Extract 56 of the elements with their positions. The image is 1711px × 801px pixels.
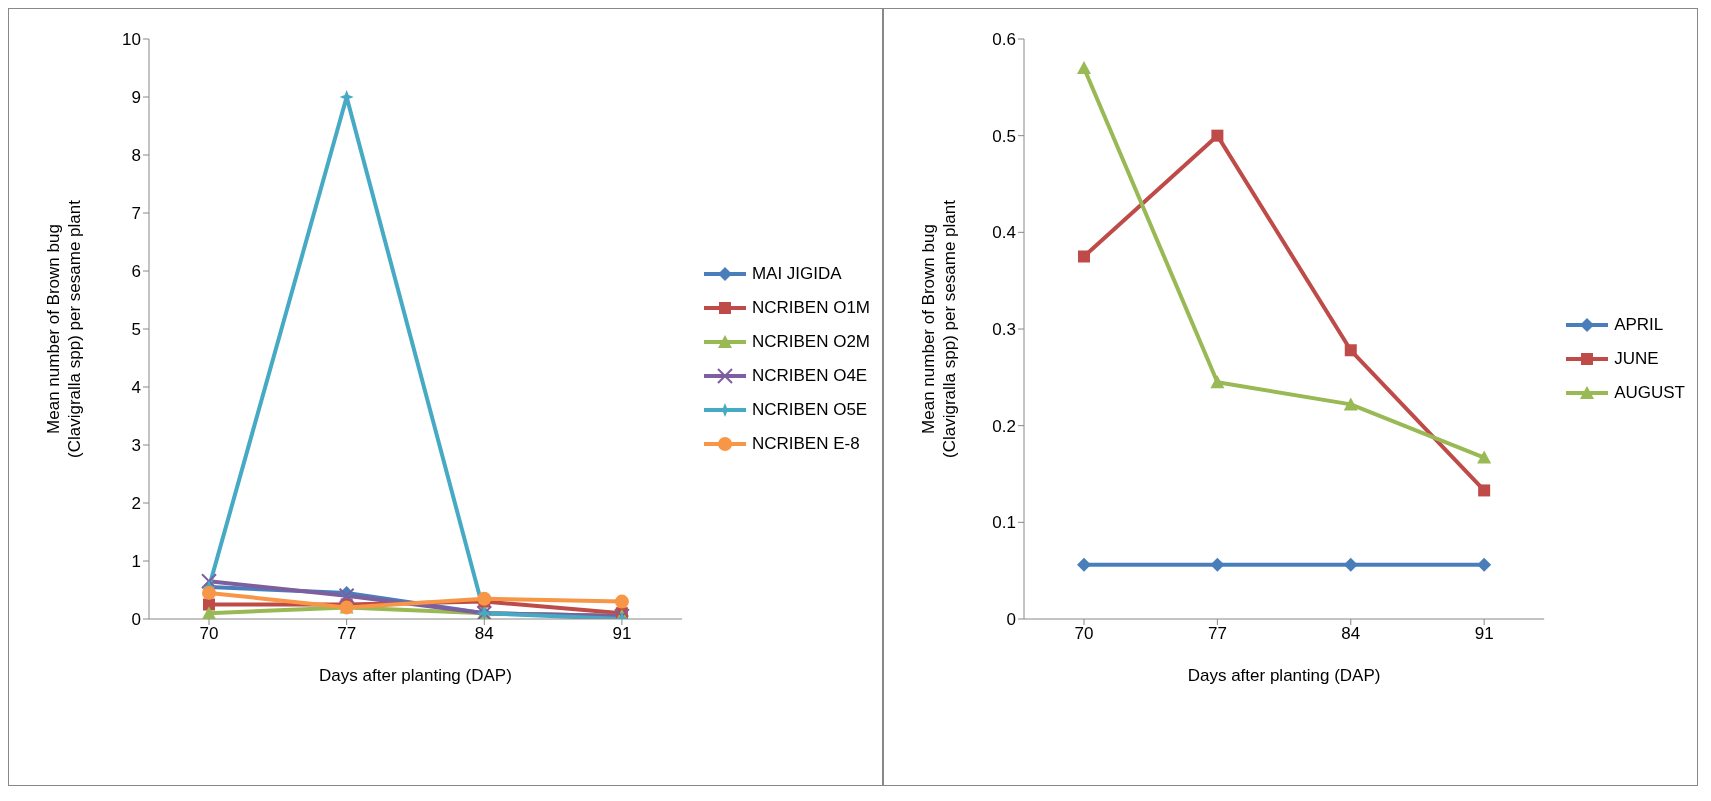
point <box>1344 344 1357 357</box>
y-axis-title: Mean number of Brown bug (Clavigralla spp) per sesame plant <box>44 199 84 458</box>
y-tick-label: 0 <box>131 610 141 630</box>
point <box>1078 250 1090 263</box>
y-tick-label: 6 <box>131 262 141 282</box>
x-axis-title: Days after planting (DAP) <box>1187 666 1381 686</box>
point <box>1211 129 1224 142</box>
x-tick-label: 84 <box>474 624 494 644</box>
point <box>1478 484 1491 497</box>
legend-label: JUNE <box>1614 349 1659 369</box>
x-tick-label: 77 <box>1207 624 1227 644</box>
x-tick-label: 91 <box>1474 624 1494 644</box>
point <box>1477 450 1492 464</box>
point <box>1477 557 1492 572</box>
point <box>201 573 217 590</box>
y-tick-label: 0.1 <box>992 513 1016 533</box>
point <box>202 585 216 600</box>
x-tick-label: 70 <box>1074 624 1094 644</box>
y-tick-label: 10 <box>122 30 141 50</box>
y-tick-label: 3 <box>131 436 141 456</box>
point <box>1210 375 1225 389</box>
y-tick-label: 0.4 <box>992 223 1016 243</box>
legend-label: NCRIBEN O1M <box>751 298 870 318</box>
y-tick-label: 0.3 <box>992 320 1016 340</box>
y-tick-label: 0.6 <box>992 30 1016 50</box>
y-tick-label: 8 <box>131 146 141 166</box>
y-tick-label: 0.2 <box>992 416 1016 436</box>
legend-label: NCRIBEN O5E <box>751 400 868 420</box>
point <box>338 587 355 604</box>
y-axis-title: Mean number of Brown bug (Clavigralla spp) per sesame plant <box>919 199 959 458</box>
x-tick-label: 91 <box>612 624 632 644</box>
point <box>1210 557 1225 572</box>
point <box>1077 557 1091 572</box>
y-tick-label: 0 <box>1006 610 1016 630</box>
x-tick-label: 70 <box>199 624 219 644</box>
legend-label: NCRIBEN E-8 <box>751 434 860 454</box>
y-tick-label: 4 <box>131 378 141 398</box>
y-tick-label: 1 <box>131 552 141 572</box>
y-tick-label: 7 <box>131 204 141 224</box>
point <box>477 591 492 606</box>
point <box>1343 557 1358 572</box>
legend-label: APRIL <box>1614 315 1664 335</box>
legend-label: AUGUST <box>1614 383 1685 403</box>
point <box>1077 61 1091 74</box>
y-tick-label: 9 <box>131 88 141 108</box>
y-tick-label: 5 <box>131 320 141 340</box>
legend-label: NCRIBEN O4E <box>751 366 868 386</box>
x-tick-label: 84 <box>1341 624 1361 644</box>
x-axis-title: Days after planting (DAP) <box>319 666 512 686</box>
legend-label: NCRIBEN O2M <box>751 332 870 352</box>
y-tick-label: 0.5 <box>992 126 1016 146</box>
x-tick-label: 77 <box>337 624 357 644</box>
point <box>1343 397 1358 411</box>
legend-label: MAI JIGIDA <box>751 264 842 284</box>
point <box>614 594 629 609</box>
y-tick-label: 2 <box>131 494 141 514</box>
